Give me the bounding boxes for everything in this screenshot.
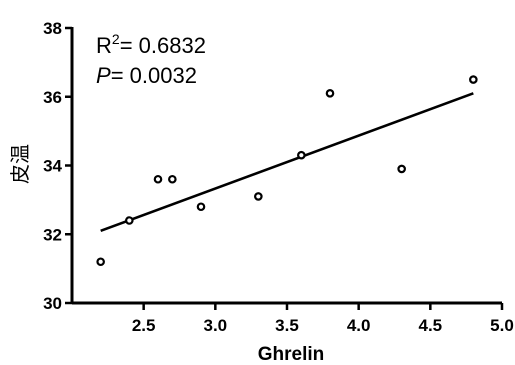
regression-line-group: [100, 92, 474, 233]
r-label: R: [96, 33, 112, 58]
data-point: [125, 216, 134, 225]
data-point: [196, 202, 206, 212]
data-point: [153, 174, 163, 184]
y-tick-label: 30: [43, 294, 62, 313]
y-tick-label: 34: [43, 157, 62, 176]
x-tick-label: 3.0: [204, 316, 228, 335]
y-tick-label: 32: [43, 225, 62, 244]
x-tick-label: 5.0: [490, 316, 514, 335]
y-axis-title: 皮温: [8, 144, 32, 184]
y-tick-label: 38: [43, 19, 62, 38]
r-squared-annotation: R2= 0.6832: [96, 31, 206, 58]
data-point: [325, 89, 335, 98]
p-label: P: [96, 63, 111, 88]
data-point: [254, 192, 263, 201]
data-point: [168, 174, 177, 184]
p-value: = 0.0032: [111, 63, 197, 88]
data-point: [397, 164, 406, 174]
data-point: [96, 257, 105, 267]
y-tick-label: 36: [43, 88, 62, 107]
p-value-annotation: P= 0.0032: [96, 63, 197, 88]
x-tick-label: 3.5: [275, 316, 299, 335]
data-point: [297, 150, 306, 160]
x-tick-label: 4.0: [347, 316, 371, 335]
x-tick-label: 4.5: [419, 316, 443, 335]
axes: [70, 27, 502, 305]
data-points: [96, 75, 478, 267]
data-point: [469, 75, 478, 84]
x-axis-ticks: 2.5 3.0 3.5 4.0 4.5 5.0: [132, 303, 514, 335]
regression-line: [100, 92, 474, 233]
r-squared-value: = 0.6832: [120, 33, 206, 58]
r-superscript: 2: [112, 31, 120, 47]
x-tick-label: 2.5: [132, 316, 156, 335]
y-axis-ticks: 30 32 34 36 38: [43, 19, 72, 313]
x-axis-title: Ghrelin: [258, 344, 325, 365]
